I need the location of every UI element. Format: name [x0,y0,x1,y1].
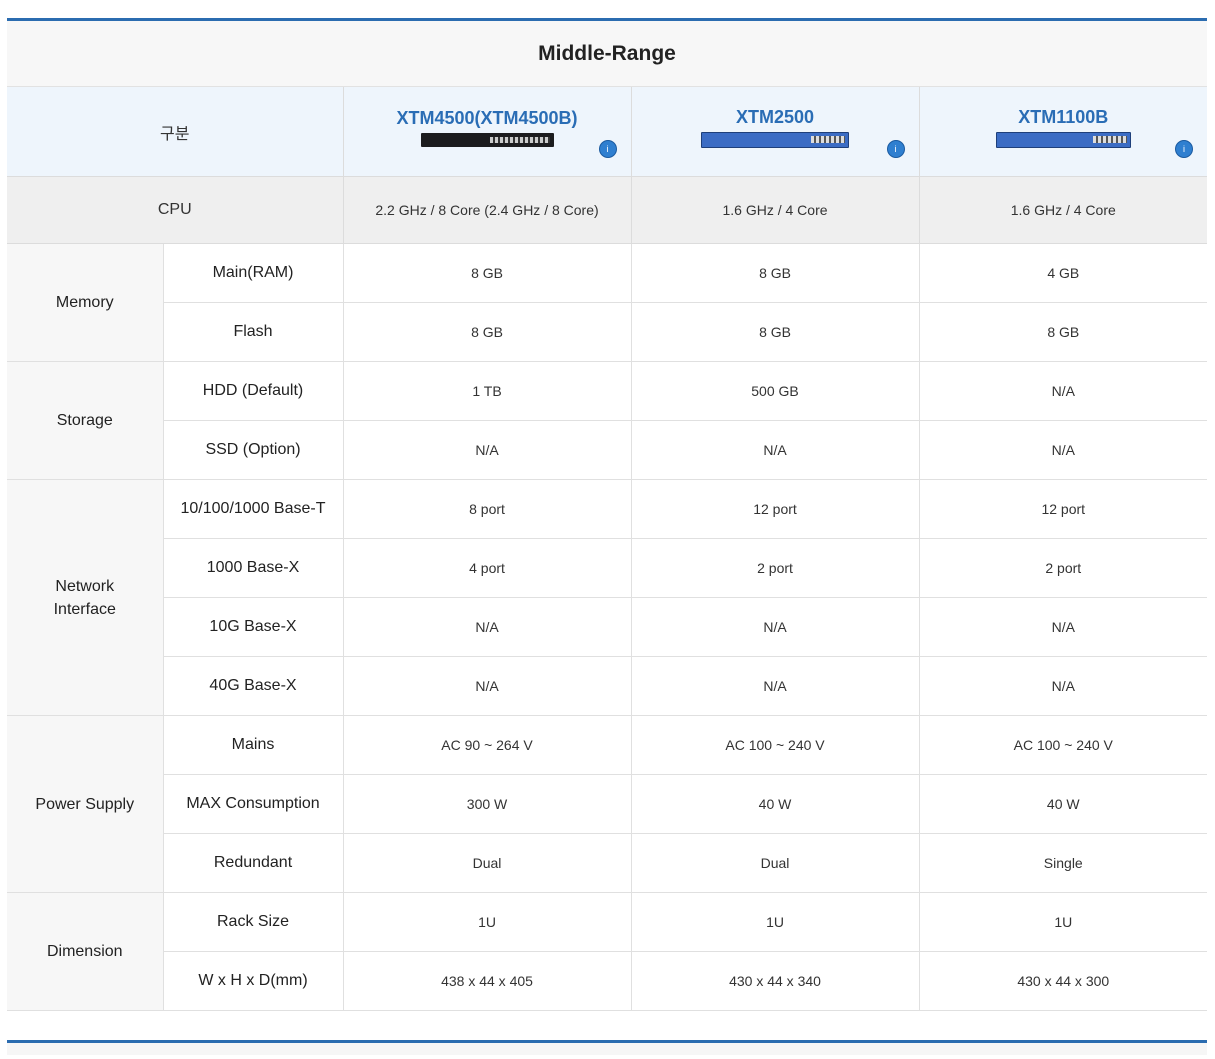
table-row: Dimension Rack Size 1U 1U 1U [7,892,1208,1011]
model-name: XTM2500 [735,107,815,127]
spec-value: 438 x 44 x 405 [343,951,632,1011]
spec-value: 8 GB [343,243,632,303]
model-header: XTM2500 i [631,87,920,177]
spec-value: Dual [343,833,632,893]
spec-value: 40 W [631,774,920,834]
info-badge-icon[interactable]: i [886,140,905,158]
device-image [701,132,850,148]
spec-value: N/A [919,420,1208,480]
spec-value: AC 90 ~ 264 V [343,715,632,775]
table-row: Memory Main(RAM) 8 GB 8 GB 4 GB [7,243,1208,362]
spec-value: Dual [631,833,920,893]
group-label: Power Supply [7,715,164,893]
spec-value: 1U [631,892,920,952]
table-title: Middle-Range [7,21,1207,87]
spec-label: Rack Size [163,892,344,952]
spec-label: W x H x D(mm) [163,951,344,1011]
header-row: 구분 XTM4500(XTM4500B) i XTM2500 i XTM1100… [7,87,1208,177]
spec-label: MAX Consumption [163,774,344,834]
spec-value: 300 W [343,774,632,834]
spec-value: AC 100 ~ 240 V [631,715,920,775]
cpu-row: CPU 2.2 GHz / 8 Core (2.4 GHz / 8 Core) … [7,176,1208,244]
spec-value: 8 GB [631,302,920,362]
spec-value: 500 GB [631,361,920,421]
spec-label: 10G Base-X [163,597,344,657]
cpu-value: 1.6 GHz / 4 Core [919,176,1208,244]
group-label: Storage [7,361,164,480]
spec-value: N/A [343,420,632,480]
info-badge-icon[interactable]: i [598,140,617,158]
category-header: 구분 [7,87,344,177]
spec-label: Mains [163,715,344,775]
spec-table-container: Middle-Range 구분 XTM4500(XTM4500B) i XTM2… [7,18,1208,1011]
model-header: XTM4500(XTM4500B) i [343,87,632,177]
spec-value: 1U [919,892,1208,952]
spec-value: 2 port [631,538,920,598]
spec-value: N/A [631,656,920,716]
spec-value: 8 GB [343,302,632,362]
spec-label: 1000 Base-X [163,538,344,598]
top-accent-line [7,18,1207,21]
spec-value: AC 100 ~ 240 V [919,715,1208,775]
cpu-label: CPU [7,176,344,244]
spec-value: 12 port [631,479,920,539]
spec-value: 4 GB [919,243,1208,303]
category-label: 구분 [160,125,190,143]
spec-label: 40G Base-X [163,656,344,716]
table-row: 10G Base-X N/A N/A N/A [7,597,1208,657]
spec-label: SSD (Option) [163,420,344,480]
spec-label: Main(RAM) [163,243,344,303]
model-name: XTM4500(XTM4500B) [396,108,578,128]
model-name: XTM1100B [1018,107,1109,127]
spec-value: 8 GB [631,243,920,303]
spec-value: 8 GB [919,302,1208,362]
table-row: SSD (Option) N/A N/A N/A [7,420,1208,480]
spec-value: 40 W [919,774,1208,834]
group-label: Network Interface [7,479,164,716]
device-image [420,133,554,147]
spec-value: 12 port [919,479,1208,539]
spec-label: Flash [163,302,344,362]
spec-value: 1 TB [343,361,632,421]
table-row: Power Supply Mains AC 90 ~ 264 V AC 100 ~ 2… [7,715,1208,893]
spec-value: N/A [631,597,920,657]
spec-value: 1U [343,892,632,952]
table-row: 1000 Base-X 4 port 2 port 2 port [7,538,1208,598]
info-badge-icon[interactable]: i [1175,140,1194,158]
cpu-value: 2.2 GHz / 8 Core (2.4 GHz / 8 Core) [343,176,632,244]
spec-value: 2 port [919,538,1208,598]
bottom-shade [7,1043,1207,1055]
spec-value: 4 port [343,538,632,598]
spec-value: 430 x 44 x 340 [631,951,920,1011]
spec-label: HDD (Default) [163,361,344,421]
table-row: 40G Base-X N/A N/A N/A [7,656,1208,716]
spec-value: N/A [343,597,632,657]
bottom-accent-line [7,1040,1207,1043]
spec-label: Redundant [163,833,344,893]
table-row: W x H x D(mm) 438 x 44 x 405 430 x 44 x 34… [7,951,1208,1011]
spec-value: N/A [631,420,920,480]
spec-value: 8 port [343,479,632,539]
spec-value: N/A [919,656,1208,716]
group-label: Dimension [7,892,164,1011]
cpu-value: 1.6 GHz / 4 Core [631,176,920,244]
spec-label: 10/100/1000 Base-T [163,479,344,539]
table-row: Storage HDD (Default) 1 TB 500 GB N/A [7,361,1208,480]
spec-value: N/A [919,597,1208,657]
group-label: Memory [7,243,164,362]
spec-value: N/A [919,361,1208,421]
device-image [995,132,1131,148]
table-row: MAX Consumption 300 W 40 W 40 W [7,774,1208,834]
table-row: Network Interface 10/100/1000 Base-T 8 por… [7,479,1208,716]
table-row: Redundant Dual Dual Single [7,833,1208,893]
spec-value: 430 x 44 x 300 [919,951,1208,1011]
model-header: XTM1100B i [919,87,1208,177]
spec-value: Single [919,833,1208,893]
spec-value: N/A [343,656,632,716]
spec-table: 구분 XTM4500(XTM4500B) i XTM2500 i XTM1100… [7,87,1208,1011]
table-row: Flash 8 GB 8 GB 8 GB [7,302,1208,362]
